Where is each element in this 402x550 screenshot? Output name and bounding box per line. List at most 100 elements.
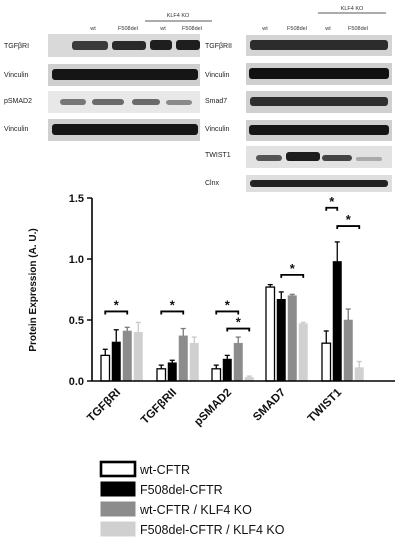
y-tick-label: 0.0	[69, 376, 84, 388]
band-l3-1	[60, 99, 86, 105]
band-l3-4	[166, 100, 192, 105]
right-row-label-5: TWIST1	[205, 152, 231, 159]
bar	[354, 367, 364, 382]
bar	[332, 261, 342, 382]
band-l1-1	[72, 41, 108, 50]
significance-star: *	[236, 315, 242, 330]
bar	[276, 299, 286, 382]
band-l1-4	[176, 40, 200, 50]
bar	[189, 342, 199, 382]
right-ko-label: KLF4 KO	[341, 6, 364, 12]
category-label: pSMAD2	[192, 387, 234, 429]
right-row-label-2: Vinculin	[205, 72, 229, 79]
bar	[287, 295, 297, 382]
left-header-2: F508del	[118, 26, 138, 32]
category-label: TWIST1	[306, 386, 345, 425]
significance-bracket	[226, 327, 251, 332]
band-l3-2	[92, 99, 124, 105]
right-row-label-6: Clnx	[205, 180, 220, 187]
bar	[343, 319, 353, 382]
bar	[167, 362, 177, 382]
right-header-3: wt	[324, 26, 331, 32]
band-r5-4	[356, 157, 382, 161]
significance-bracket	[336, 225, 361, 230]
band-r5-3	[322, 155, 352, 161]
legend-swatch	[100, 481, 136, 497]
significance-star: *	[114, 297, 120, 312]
band-r5-2	[286, 152, 320, 161]
left-row-label-3: pSMAD2	[4, 98, 32, 105]
band-l4	[52, 124, 198, 135]
band-l1-2	[112, 41, 146, 50]
category-label: SMAD7	[251, 387, 288, 424]
band-r1	[250, 40, 388, 50]
bar	[298, 323, 308, 382]
category-label: TGFβRI	[85, 387, 123, 425]
bar	[321, 342, 332, 382]
significance-star: *	[290, 261, 296, 276]
band-l2	[52, 69, 198, 80]
bar	[265, 286, 276, 382]
legend-label: F508del-CFTR	[140, 483, 223, 497]
y-axis-ticks: 0.0 0.5 1.0 1.5	[69, 193, 92, 388]
left-blot-panels	[48, 34, 200, 141]
bar	[211, 368, 222, 382]
significance-bracket	[325, 206, 339, 211]
legend-label: wt-CFTR / KLF4 KO	[139, 503, 252, 517]
category-label: TGFβRII	[139, 387, 179, 427]
bar	[156, 368, 167, 382]
significance-star: *	[170, 297, 176, 312]
right-row-label-1: TGFβRII	[205, 43, 232, 50]
right-row-label-4: Vinculin	[205, 126, 229, 133]
left-header-3: wt	[159, 26, 166, 32]
bar	[133, 331, 143, 382]
legend-swatch	[100, 501, 136, 517]
significance-star: *	[329, 194, 335, 209]
bar	[178, 335, 188, 382]
right-blot-headers: wt F508del wt F508del KLF4 KO	[261, 6, 386, 32]
legend-swatch	[100, 521, 136, 537]
left-ko-label: KLF4 KO	[167, 13, 190, 19]
left-row-label-4: Vinculin	[4, 126, 28, 133]
bar	[122, 330, 132, 382]
legend-label: F508del-CFTR / KLF4 KO	[140, 523, 285, 537]
legend: wt-CFTR F508del-CFTR wt-CFTR / KLF4 KO F508…	[99, 460, 285, 537]
left-header-4: F508del	[182, 26, 202, 32]
left-row-label-1: TGFβRI	[4, 43, 29, 50]
bar	[222, 358, 232, 382]
y-axis-title: Protein Expression (A. U.)	[28, 228, 39, 351]
bar-chart: Protein Expression (A. U.) 0.00.51.01.5 …	[28, 193, 395, 429]
y-tick-label: 1.5	[69, 193, 84, 205]
y-tick-label: 1.0	[69, 254, 84, 266]
significance-bracket	[280, 273, 305, 278]
band-r5-1	[256, 155, 282, 161]
left-blot-headers: wt F508del wt F508del KLF4 KO	[89, 13, 212, 32]
band-l3-3	[132, 99, 160, 105]
right-blot-panels	[246, 35, 392, 192]
significance-bracket	[215, 310, 240, 315]
significance-star: *	[225, 297, 231, 312]
legend-swatch	[99, 460, 137, 478]
significance-bracket	[104, 310, 129, 315]
bar	[111, 341, 121, 382]
right-row-label-3: Smad7	[205, 98, 227, 105]
band-r6	[250, 180, 388, 187]
significance-star: *	[346, 212, 352, 227]
left-header-1: wt	[89, 26, 96, 32]
category-labels: TGFβRI TGFβRII pSMAD2 SMAD7 TWIST1	[85, 386, 344, 428]
y-tick-label: 0.5	[69, 315, 84, 327]
right-header-4: F508del	[348, 26, 368, 32]
significance-bracket	[160, 310, 185, 315]
bar	[233, 342, 243, 382]
left-row-label-2: Vinculin	[4, 72, 28, 79]
significance-markers: * * * * * * *	[104, 194, 361, 332]
legend-label: wt-CFTR	[139, 463, 190, 477]
band-r2	[249, 68, 389, 79]
band-r3	[250, 97, 388, 106]
right-header-2: F508del	[287, 26, 307, 32]
bar	[100, 354, 111, 382]
right-header-1: wt	[261, 26, 268, 32]
band-l1-3	[150, 40, 172, 50]
band-r4	[249, 125, 389, 135]
